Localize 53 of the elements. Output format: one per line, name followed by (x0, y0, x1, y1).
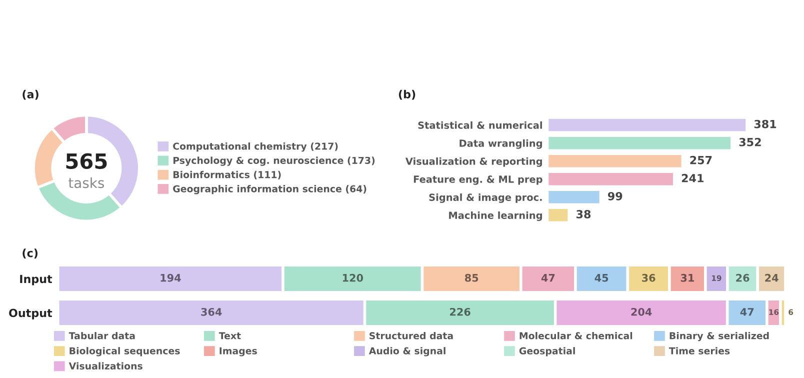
data-label: 194 (160, 274, 181, 282)
legend-label: Molecular & chemical (520, 332, 632, 340)
data-label: 31 (680, 274, 694, 282)
data-label: 99 (608, 192, 622, 200)
data-label: 257 (690, 156, 712, 164)
data-label: 36 (642, 274, 656, 282)
y-tick-label: Visualization & reporting (405, 157, 542, 167)
legend-label: Geospatial (519, 347, 575, 356)
y-tick-label: Output (9, 308, 52, 320)
data-label: 241 (682, 174, 704, 182)
bar (548, 208, 568, 222)
legend-label: Audio & signal (368, 347, 446, 356)
data-label: 26 (736, 274, 750, 282)
bar (548, 172, 674, 186)
y-tick-label: Data wrangling (460, 139, 542, 149)
bar (548, 118, 746, 132)
data-label: 381 (754, 120, 776, 128)
y-tick-label: Machine learning (449, 211, 542, 221)
data-label: 38 (576, 210, 591, 218)
legend-label: Text (218, 332, 241, 340)
data-label: 226 (450, 308, 470, 316)
text: (b) (398, 90, 416, 100)
legend-label: Psychology & cog. neuroscience (173) (173, 156, 375, 166)
text: tasks (68, 177, 104, 188)
y-tick-label: Statistical & numerical (418, 121, 542, 129)
data-label: 204 (631, 308, 652, 316)
text: 565 (66, 153, 107, 169)
chart-title: (a) (22, 90, 38, 100)
data-label: 45 (594, 274, 608, 282)
bar (548, 190, 600, 204)
data-label: 120 (342, 274, 364, 282)
legend-label: Binary & serialized (670, 332, 769, 342)
y-tick-label: Signal & image proc. (429, 193, 542, 203)
legend-label: Structured data (370, 332, 453, 340)
legend-label: Images (220, 347, 257, 356)
data-label: 24 (765, 274, 778, 282)
legend-label: Computational chemistry (217) (173, 142, 338, 152)
legend-label: Tabular data (68, 332, 135, 340)
data-label: 352 (739, 138, 761, 146)
legend-label: Bioinformatics (111) (173, 170, 281, 180)
data-label: 47 (541, 274, 555, 282)
legend-label: Time series (668, 347, 730, 354)
legend-label: Visualizations (68, 362, 142, 370)
chart-title: (c) (22, 248, 38, 259)
y-tick-label: Input (20, 274, 52, 286)
bar (548, 136, 732, 150)
bar (548, 154, 682, 168)
y-tick-label: Feature eng. & ML prep (414, 176, 542, 185)
legend-label: Biological sequences (70, 347, 180, 356)
legend-label: Geographic information science (64) (173, 185, 366, 194)
data-label: 364 (201, 308, 222, 316)
data-label: 47 (740, 308, 754, 316)
data-label: 85 (464, 274, 478, 282)
